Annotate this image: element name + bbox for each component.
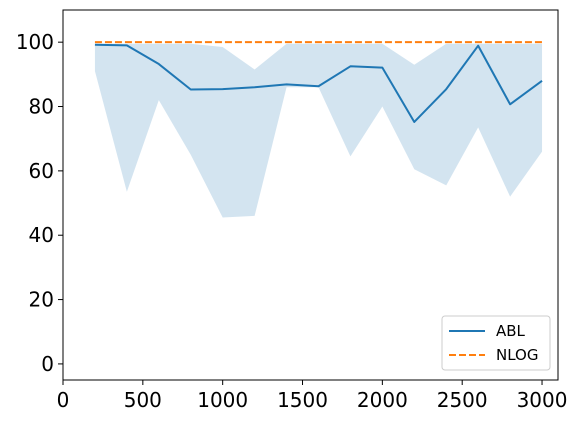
x-tick-label: 1500: [277, 388, 328, 412]
y-tick-label: 0: [41, 352, 54, 376]
x-tick-label: 3000: [517, 388, 568, 412]
series-abl-line: [94, 43, 543, 123]
y-tick-label: 40: [29, 223, 54, 247]
y-tick-label: 80: [29, 95, 54, 119]
x-tick-label: 500: [124, 388, 162, 412]
y-tick-label: 20: [29, 288, 54, 312]
plot-frame: [62, 9, 559, 381]
x-tick-label: 0: [57, 388, 70, 412]
legend-box: [441, 315, 551, 371]
y-tick-label: 60: [29, 159, 54, 183]
x-tick-label: 2000: [357, 388, 408, 412]
x-tick-label: 2500: [437, 388, 488, 412]
series-abl-band: [94, 43, 543, 218]
x-tick-label: 1000: [197, 388, 248, 412]
legend-label-nlog: NLOG: [496, 346, 538, 364]
y-tick-label: 100: [16, 30, 54, 54]
legend-label-abl: ABL: [496, 322, 526, 340]
